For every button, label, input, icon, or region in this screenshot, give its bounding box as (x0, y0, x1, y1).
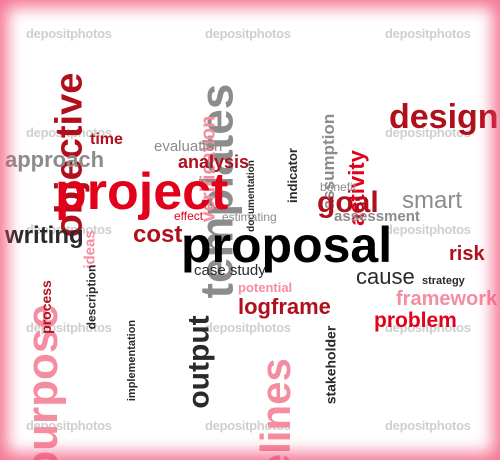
word-smart: smart (402, 187, 462, 214)
word-effect: effect (174, 209, 204, 223)
word-project: project (55, 163, 229, 221)
watermark: depositphotos (385, 26, 471, 41)
word-design: design (389, 98, 499, 136)
word-problem: problem (374, 309, 457, 332)
watermark: depositphotos (26, 26, 112, 41)
word-benefit: benefit (320, 180, 357, 194)
watermark: depositphotos (205, 320, 291, 335)
word-description: description (83, 264, 98, 329)
watermark: depositphotos (26, 125, 112, 140)
word-estimating: estimating (222, 210, 277, 224)
word-logframe: logframe (238, 294, 331, 319)
word-ideas: ideas (81, 229, 99, 269)
word-cause: cause (356, 264, 415, 289)
word-risk: risk (449, 243, 485, 265)
word-potential: potential (238, 280, 293, 295)
word-process: process (37, 280, 54, 334)
watermark: depositphotos (205, 26, 291, 41)
word-implementation: implementation (126, 319, 139, 402)
word-framework: framework (396, 288, 498, 310)
word-guidelines: guidelines (252, 358, 299, 460)
watermark: depositphotos (205, 418, 291, 433)
word-time: time (90, 131, 123, 148)
word-approach: approach (5, 147, 105, 172)
watermark: depositphotos (385, 222, 471, 237)
word-goal: goal (317, 186, 379, 219)
word-analysis: analysis (178, 152, 250, 172)
word-indicator: indicator (284, 148, 300, 203)
word-evaluation: evaluation (154, 138, 223, 155)
watermark: depositphotos (26, 320, 112, 335)
watermark: depositphotos (385, 418, 471, 433)
word-assessment: assessment (334, 208, 420, 225)
word-output: output (182, 314, 216, 409)
watermark: depositphotos (26, 418, 112, 433)
word-cost: cost (133, 221, 183, 248)
word-stakeholder: stakeholder (321, 325, 338, 404)
word-strategy: strategy (422, 275, 465, 287)
watermark: depositphotos (385, 320, 471, 335)
word-case-study: case study (194, 262, 266, 279)
word-proposal: proposal (181, 217, 393, 273)
watermark: depositphotos (385, 125, 471, 140)
word-writing: writing (5, 222, 84, 249)
watermark: depositphotos (26, 222, 112, 237)
